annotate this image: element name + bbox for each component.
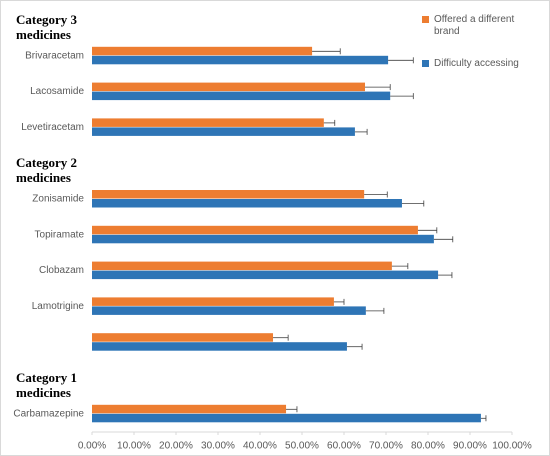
bar [92,55,389,65]
x-tick-label: 50.00% [285,441,319,452]
bar [92,306,366,315]
error-bar [354,128,368,135]
bar [92,297,334,306]
bar [92,413,481,423]
error-bar [346,343,363,350]
error-bar [401,200,425,207]
bar [92,333,274,342]
error-bar [390,93,414,100]
error-bar [480,415,487,422]
bar [92,225,418,235]
y-tick-label: Clobazam [39,265,84,276]
x-tick-label: 20.00% [159,441,193,452]
x-tick-label: 10.00% [117,441,151,452]
error-bar [273,334,289,341]
legend-label: Difficulty accessing [434,58,519,69]
bar [92,342,347,351]
bar [92,199,402,208]
legend-swatch [422,16,429,23]
bar [92,190,365,199]
bar [92,234,434,244]
y-tick-label: Levetiracetam [21,122,84,133]
error-bar [388,57,414,64]
bar [92,270,439,280]
error-bar [433,236,454,243]
legend-swatch [422,60,429,67]
error-bar [365,307,385,314]
y-tick-label: Topiramate [35,229,85,240]
y-tick-label: Carbamazepine [13,408,84,419]
y-tick-label: Lacosamide [30,86,84,97]
bar [92,118,324,127]
error-bar [364,191,388,198]
error-bar [417,227,438,234]
x-tick-label: 0.00% [78,441,106,452]
error-bar [438,272,453,279]
bar [92,127,355,136]
x-tick-label: 40.00% [243,441,277,452]
bar [92,82,365,92]
bar [92,91,391,101]
bar [92,46,313,56]
x-tick-label: 100.00% [492,441,532,452]
bar [92,404,287,414]
x-tick-label: 30.00% [201,441,235,452]
group-header: Category 1 medicines [16,370,78,400]
error-bar [286,406,298,413]
error-bar [391,263,409,270]
bar [92,261,392,271]
x-tick-label: 70.00% [369,441,403,452]
error-bar [333,298,345,305]
x-tick-label: 60.00% [327,441,361,452]
x-tick-label: 80.00% [411,441,445,452]
error-bar [312,48,341,55]
group-header: Category 3 medicines [16,12,78,42]
error-bar [365,84,391,91]
y-tick-label: Zonisamide [32,194,84,205]
error-bar [323,119,336,126]
y-tick-label: Lamotrigine [32,301,85,312]
legend-label: Offered a different brand [434,14,515,37]
group-header: Category 2 medicines [16,155,78,186]
x-tick-label: 90.00% [453,441,487,452]
y-tick-label: Brivaracetam [25,50,84,61]
